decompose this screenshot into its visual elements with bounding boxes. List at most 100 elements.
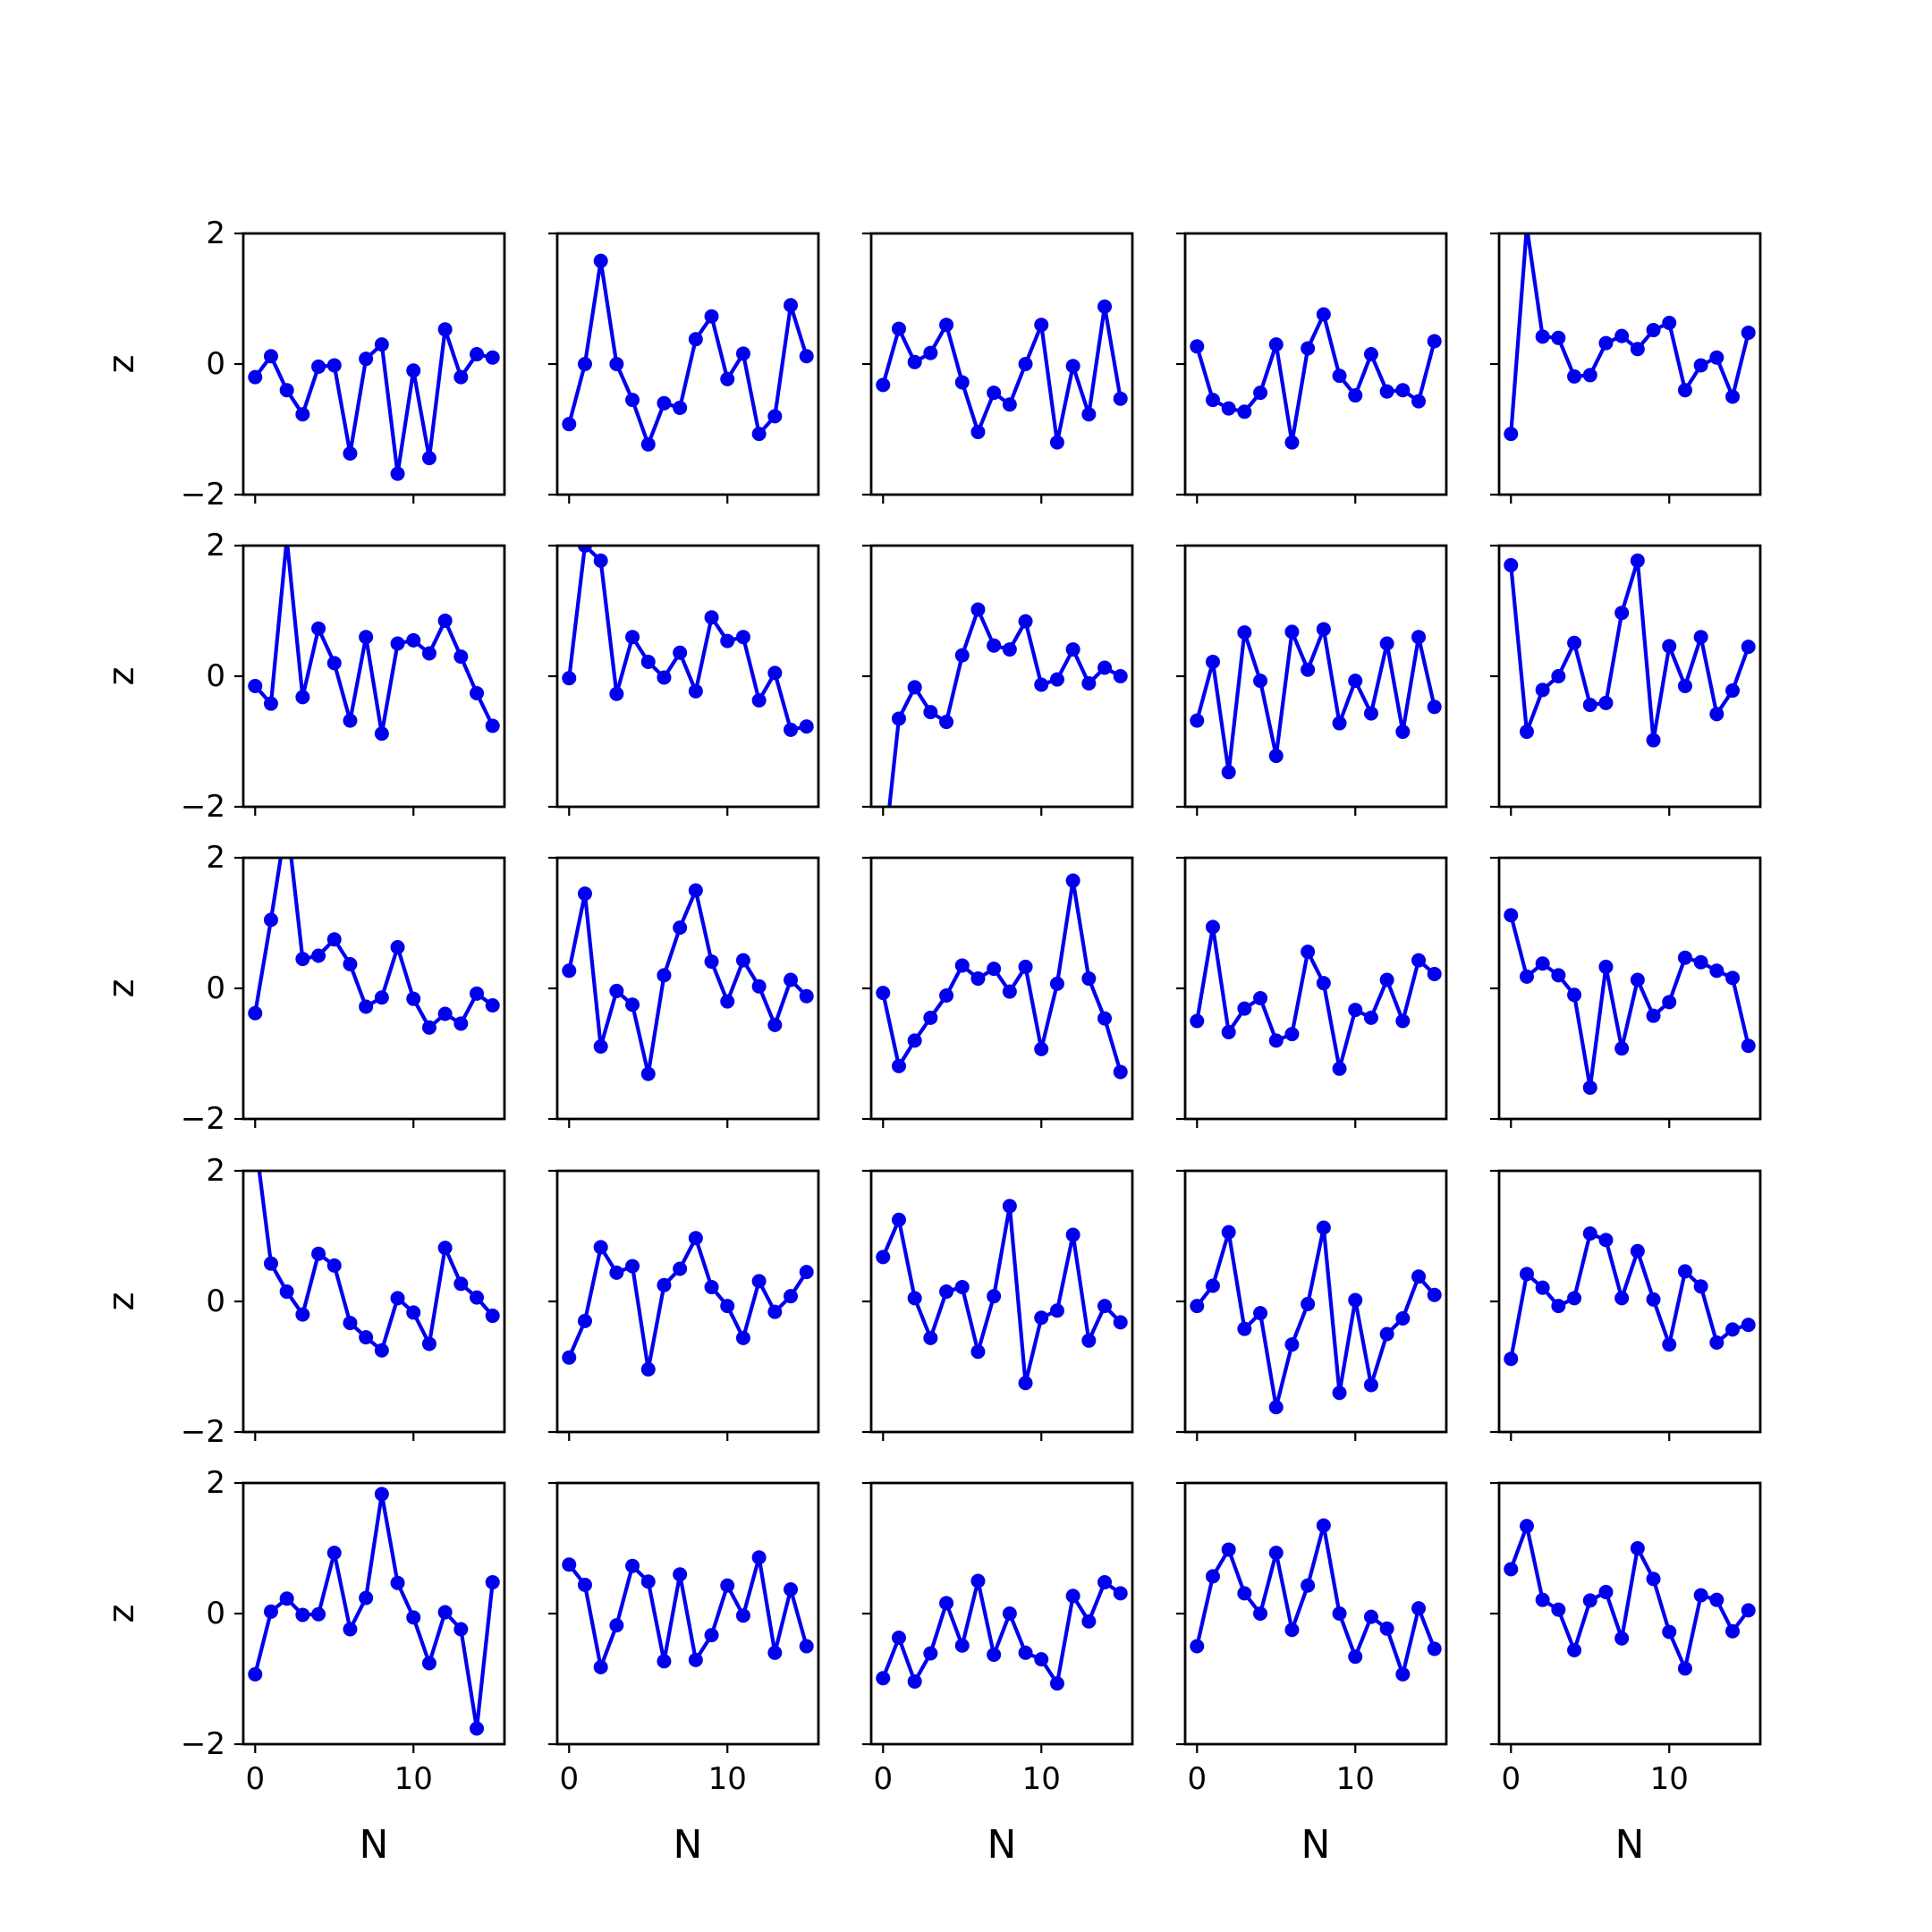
data-point [1646, 733, 1661, 748]
data-point [1113, 1586, 1128, 1601]
data-point [406, 363, 421, 378]
data-point [1081, 676, 1097, 691]
data-point [326, 932, 342, 947]
x-tick-label: 0 [873, 1761, 893, 1797]
data-point [1725, 389, 1741, 404]
y-tick-label: 0 [206, 970, 225, 1006]
data-point [1535, 1592, 1550, 1607]
data-point [263, 912, 278, 928]
data-point [923, 705, 938, 720]
series-group [1504, 1519, 1756, 1676]
series-line [1509, 233, 1750, 435]
data-point [1190, 339, 1205, 354]
data-point [954, 1279, 970, 1294]
series-group [1504, 908, 1756, 1095]
data-point [767, 409, 783, 424]
data-point [609, 686, 624, 701]
data-point [1237, 625, 1252, 640]
panel-r5-c3: 0 10N [862, 1481, 1134, 1868]
data-point [1097, 1011, 1113, 1026]
data-point [485, 997, 500, 1013]
data-point [939, 988, 954, 1004]
data-point [1598, 335, 1614, 351]
series-group [1504, 233, 1756, 442]
series-line [881, 1204, 1123, 1385]
data-point [1284, 1623, 1300, 1638]
series-line [881, 878, 1123, 1073]
data-point [1427, 966, 1442, 981]
panel-r4-c2 [548, 1169, 820, 1441]
data-point [987, 638, 1002, 653]
data-point [1614, 1631, 1630, 1646]
data-point [279, 1284, 294, 1300]
data-point [704, 309, 719, 324]
panel-r2-c5 [1490, 544, 1762, 816]
data-point [1268, 1033, 1284, 1048]
data-point [295, 690, 310, 705]
data-point [1253, 990, 1268, 1005]
series-group [1190, 1220, 1442, 1415]
data-point [485, 1574, 500, 1589]
series-line [1195, 627, 1436, 775]
data-point [562, 1350, 577, 1365]
data-point [1630, 1243, 1645, 1258]
data-point [1268, 749, 1284, 764]
data-point [390, 636, 405, 651]
data-point [1002, 984, 1017, 999]
y-tick-label: −2 [181, 1101, 225, 1137]
data-point [470, 986, 485, 1001]
panel-r3-c2 [548, 856, 820, 1128]
data-point [1034, 1652, 1049, 1667]
series-group [1504, 1226, 1756, 1367]
data-point [1411, 394, 1427, 409]
data-point [688, 332, 703, 347]
data-point [1630, 1541, 1645, 1555]
data-point [1113, 1315, 1128, 1330]
panel-r3-c5 [1490, 856, 1762, 1128]
data-point [1049, 1676, 1064, 1691]
data-point [704, 954, 719, 970]
data-point [1268, 337, 1284, 352]
data-point [657, 670, 672, 685]
data-point [374, 990, 389, 1005]
data-point [1598, 695, 1614, 710]
panel-r2-c3 [862, 544, 1134, 816]
data-point [673, 1261, 688, 1276]
y-axis-label: z [101, 979, 142, 998]
series-line [567, 888, 809, 1076]
data-point [1677, 1264, 1692, 1279]
data-point [1551, 1602, 1566, 1617]
data-point [1630, 972, 1645, 987]
data-point [263, 1256, 278, 1271]
data-point [799, 719, 814, 734]
data-point [1332, 1385, 1347, 1401]
data-point [359, 630, 374, 645]
data-point [1348, 1649, 1363, 1665]
data-point [406, 1610, 421, 1625]
data-point [1693, 1588, 1708, 1603]
data-point [673, 1567, 688, 1582]
data-point [1395, 1666, 1411, 1682]
data-point [640, 1361, 656, 1377]
data-point [1081, 971, 1097, 987]
data-point [1205, 919, 1220, 935]
series-line [253, 1492, 495, 1731]
data-point [1709, 707, 1724, 722]
data-point [1693, 630, 1708, 645]
data-point [1002, 1199, 1017, 1214]
data-point [939, 1596, 954, 1611]
data-point [1205, 1278, 1220, 1293]
data-point [1065, 642, 1080, 657]
data-point [1348, 1003, 1363, 1018]
data-point [767, 1017, 783, 1032]
data-point [1582, 698, 1597, 713]
data-point [1284, 624, 1300, 640]
data-point [1301, 341, 1316, 356]
y-tick-label: −2 [181, 1414, 225, 1450]
series-group [248, 858, 500, 1035]
data-point [1221, 1024, 1236, 1039]
data-point [1427, 699, 1442, 715]
data-point [279, 1591, 294, 1606]
data-point [657, 1277, 672, 1292]
data-point [1504, 908, 1519, 923]
